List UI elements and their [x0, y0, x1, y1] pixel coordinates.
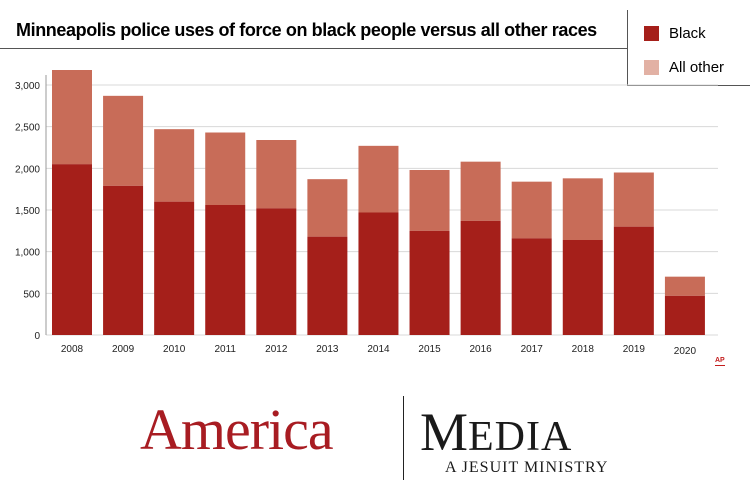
- bar-black: [205, 205, 246, 335]
- x-tick-label: 2008: [61, 344, 84, 355]
- legend-swatch-other: [644, 60, 659, 75]
- brand-media-initial: M: [420, 402, 469, 462]
- bar-black: [460, 220, 501, 335]
- bar-other: [664, 276, 705, 296]
- bar-black: [409, 230, 450, 335]
- brand-divider: [403, 396, 404, 480]
- x-tick-label: 2016: [469, 344, 492, 355]
- bar-other: [52, 70, 92, 165]
- y-tick-label: 1,500: [15, 206, 40, 217]
- bar-other: [358, 145, 399, 213]
- bar-black: [562, 240, 603, 335]
- brand-media-rest: EDIA: [468, 414, 573, 460]
- x-tick-label: 2010: [163, 344, 186, 355]
- x-tick-label: 2017: [521, 344, 544, 355]
- bar-other: [460, 161, 501, 221]
- title-rule: [0, 48, 628, 49]
- bar-black: [256, 208, 297, 335]
- chart-title: Minneapolis police uses of force on blac…: [16, 20, 597, 40]
- bar-other: [307, 179, 348, 237]
- bar-black: [511, 238, 552, 335]
- bar-black: [664, 295, 705, 335]
- ap-logo: AP: [715, 357, 725, 366]
- bar-black: [52, 164, 92, 335]
- bar-black: [103, 185, 144, 335]
- legend-item-black: Black: [644, 25, 706, 42]
- x-tick-label: 2020: [674, 346, 697, 357]
- x-tick-label: 2014: [367, 344, 390, 355]
- y-tick-label: 2,000: [15, 164, 40, 175]
- brand-media: MEDIA: [420, 404, 572, 474]
- bar-other: [511, 181, 552, 239]
- legend-label-other: All other: [669, 59, 725, 76]
- legend-swatch-black: [644, 26, 659, 41]
- x-tick-label: 2013: [316, 344, 339, 355]
- x-tick-label: 2011: [214, 344, 236, 355]
- x-tick-label: 2012: [265, 344, 288, 355]
- y-tick-label: 0: [34, 331, 40, 342]
- bar-other: [256, 140, 297, 209]
- bar-black: [154, 201, 195, 335]
- brand-tagline: A JESUIT MINISTRY: [445, 459, 609, 476]
- y-tick-label: 1,000: [15, 248, 40, 259]
- bar-other: [103, 95, 144, 186]
- x-tick-label: 2019: [623, 344, 646, 355]
- bar-black: [358, 212, 399, 335]
- bar-black: [307, 236, 348, 335]
- america-media-logo: America MEDIA A JESUIT MINISTRY: [0, 392, 750, 486]
- x-tick-label: 2018: [572, 344, 595, 355]
- y-tick-label: 3,000: [15, 81, 40, 92]
- legend-item-other: All other: [644, 59, 724, 76]
- bar-other: [613, 172, 654, 227]
- bar-black: [613, 226, 654, 335]
- bar-other: [154, 129, 195, 202]
- y-tick-label: 2,500: [15, 123, 40, 134]
- legend-label-black: Black: [669, 25, 706, 42]
- x-tick-label: 2009: [112, 344, 135, 355]
- x-tick-label: 2015: [418, 344, 441, 355]
- y-tick-label: 500: [23, 289, 40, 300]
- bar-other: [409, 170, 450, 231]
- bar-other: [205, 132, 246, 205]
- stacked-bar-chart: 0 500 1,000 1,500 2,000 2,500 3,000 2008 2009 201…: [15, 70, 718, 357]
- bar-other: [562, 178, 603, 240]
- brand-america: America: [140, 397, 334, 462]
